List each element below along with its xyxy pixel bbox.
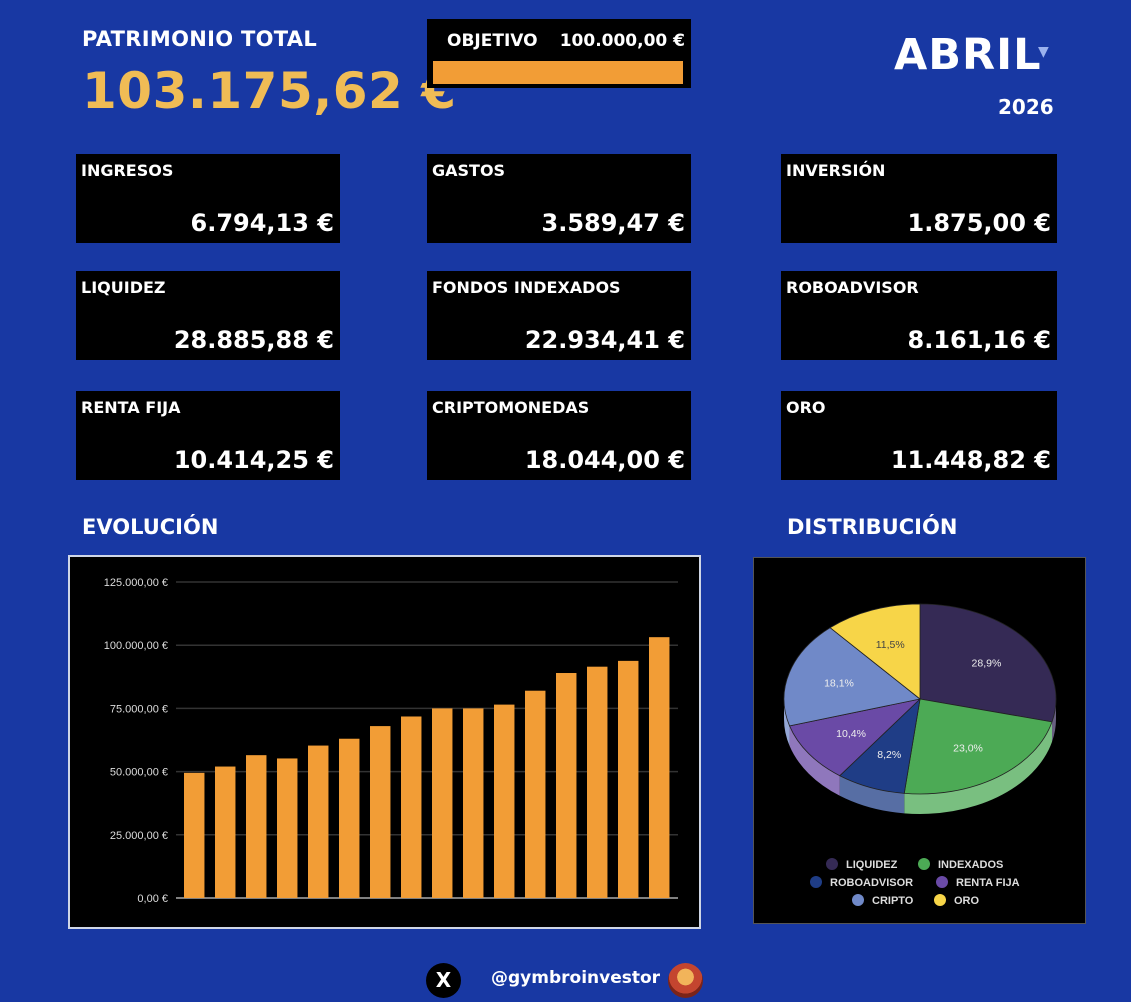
distribucion-pie-chart: 28,9% 23,0% 8,2% 10,4% 18,1% 11,5% LIQUIDEZ IND… (783, 603, 1057, 907)
bar (339, 738, 360, 898)
y-tick-label: 75.000,00 € (110, 703, 168, 715)
card-value: 11.448,82 € (890, 446, 1051, 474)
evolucion-title: EVOLUCIÓN (82, 515, 219, 539)
card-label: RENTA FIJA (81, 398, 181, 417)
patrimonio-total-value: 103.175,62 € (82, 62, 457, 120)
social-handle[interactable]: @gymbroinvestor (491, 968, 661, 988)
y-tick-label: 0,00 € (137, 893, 168, 905)
legend-label: CRIPTO (872, 895, 914, 907)
bar (525, 690, 546, 898)
bar (308, 745, 329, 898)
card-value: 28.885,88 € (173, 326, 334, 354)
bar (556, 673, 577, 898)
pie-slice (919, 603, 1057, 723)
card-value: 8.161,16 € (907, 326, 1051, 354)
avatar (668, 963, 703, 998)
pie-data-label: 28,9% (972, 658, 1002, 670)
card-ingresos: INGRESOS 6.794,13 € (76, 154, 340, 243)
pie-data-label: 10,4% (836, 728, 866, 740)
card-label: ROBOADVISOR (786, 278, 919, 297)
card-value: 6.794,13 € (190, 209, 334, 237)
pie-data-label: 8,2% (877, 749, 901, 761)
legend-swatch (936, 876, 948, 888)
pie-slice (789, 698, 922, 777)
bar (401, 716, 422, 898)
y-tick-label: 125.000,00 € (104, 577, 168, 589)
x-logo-icon[interactable]: X (426, 963, 461, 998)
pie-slice-side (904, 721, 1052, 814)
legend-label: ORO (954, 895, 980, 907)
legend-label: LIQUIDEZ (846, 859, 898, 871)
card-fondos-indexados: FONDOS INDEXADOS 22.934,41 € (427, 271, 691, 360)
bar (370, 726, 391, 898)
legend-label: INDEXADOS (938, 859, 1003, 871)
bar (587, 666, 608, 898)
card-liquidez: LIQUIDEZ 28.885,88 € (76, 271, 340, 360)
card-criptomonedas: CRIPTOMONEDAS 18.044,00 € (427, 391, 691, 480)
evolucion-bar-chart: 0,00 € 25.000,00 € 50.000,00 € 75.000,00 € 1… (104, 577, 678, 905)
pie-slice-side (789, 725, 840, 796)
objetivo-value: 100.000,00 € (559, 31, 685, 51)
bar (246, 755, 267, 898)
legend-label: ROBOADVISOR (830, 877, 913, 889)
card-oro: ORO 11.448,82 € (781, 391, 1057, 480)
legend-swatch (852, 894, 864, 906)
pie-slice-side (1051, 699, 1056, 742)
objetivo-progress-bar (433, 61, 683, 84)
card-label: INGRESOS (81, 161, 174, 180)
bar (463, 708, 484, 898)
bar (618, 660, 639, 898)
y-tick-label: 25.000,00 € (110, 830, 168, 842)
distribucion-chart-panel: 28,9% 23,0% 8,2% 10,4% 18,1% 11,5% LIQUIDEZ IND… (753, 557, 1086, 924)
bar (277, 758, 298, 898)
card-label: INVERSIÓN (786, 161, 886, 180)
bar (215, 766, 236, 898)
card-label: LIQUIDEZ (81, 278, 166, 297)
pie-data-label: 23,0% (953, 742, 983, 754)
y-tick-label: 50.000,00 € (110, 767, 168, 779)
year-label: 2026 (998, 95, 1054, 119)
card-renta-fija: RENTA FIJA 10.414,25 € (76, 391, 340, 480)
card-value: 10.414,25 € (173, 446, 334, 474)
pie-slice (783, 627, 921, 727)
pie-slice (829, 603, 921, 700)
card-value: 1.875,00 € (907, 209, 1051, 237)
card-inversion: INVERSIÓN 1.875,00 € (781, 154, 1057, 243)
legend-swatch (810, 876, 822, 888)
pie-slice-side (784, 699, 790, 746)
card-gastos: GASTOS 3.589,47 € (427, 154, 691, 243)
card-label: GASTOS (432, 161, 506, 180)
pie-slice (903, 698, 1053, 795)
bar (432, 708, 453, 898)
patrimonio-total-label: PATRIMONIO TOTAL (82, 27, 317, 51)
distribucion-title: DISTRIBUCIÓN (787, 515, 958, 539)
card-value: 3.589,47 € (541, 209, 685, 237)
pie-data-label: 18,1% (824, 678, 854, 690)
pie-data-label: 11,5% (876, 639, 905, 651)
evolucion-chart-panel: 0,00 € 25.000,00 € 50.000,00 € 75.000,00 € 1… (68, 555, 701, 929)
legend-label: RENTA FIJA (956, 877, 1020, 889)
card-label: CRIPTOMONEDAS (432, 398, 590, 417)
card-roboadvisor: ROBOADVISOR 8.161,16 € (781, 271, 1057, 360)
legend-swatch (826, 858, 838, 870)
bar (649, 637, 670, 898)
caret-down-icon[interactable]: ▼ (1038, 44, 1049, 60)
bar (184, 772, 205, 898)
bar (494, 704, 515, 898)
legend-swatch (934, 894, 946, 906)
pie-slice-side (839, 775, 905, 814)
card-label: ORO (786, 398, 826, 417)
objetivo-label: OBJETIVO (447, 31, 538, 51)
legend-swatch (918, 858, 930, 870)
y-tick-label: 100.000,00 € (104, 640, 168, 652)
objetivo-panel: OBJETIVO 100.000,00 € (427, 19, 691, 88)
card-value: 22.934,41 € (524, 326, 685, 354)
card-label: FONDOS INDEXADOS (432, 278, 621, 297)
card-value: 18.044,00 € (524, 446, 685, 474)
month-selector[interactable]: ABRIL (894, 30, 1042, 80)
objetivo-progress-fill (433, 61, 683, 84)
